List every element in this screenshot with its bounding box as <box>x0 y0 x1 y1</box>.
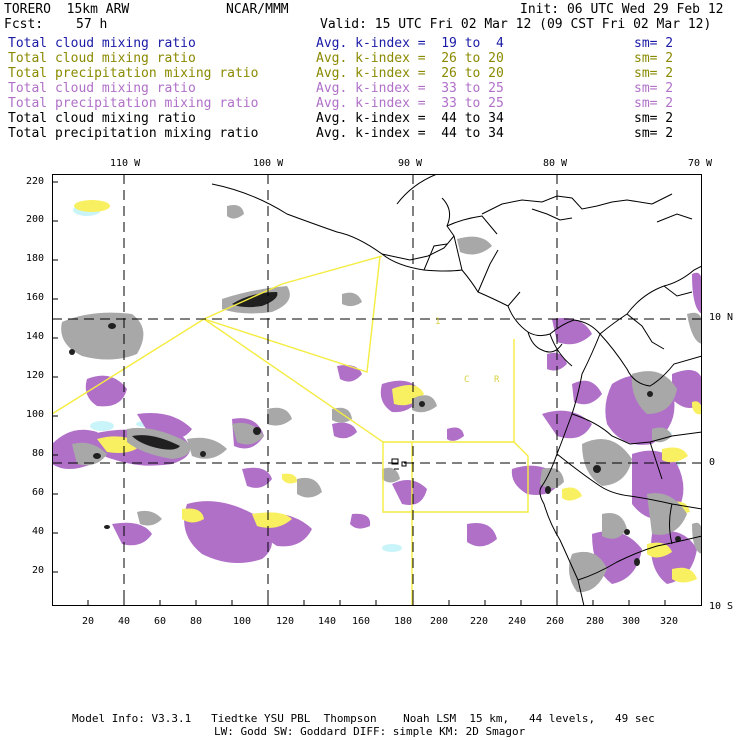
model-title: TORERO 15km ARW <box>4 2 130 17</box>
legend-kindex-4: Avg. k-index = 33 to 25 <box>316 96 504 111</box>
fcst-value: 57 h <box>76 17 108 32</box>
x-tick: 320 <box>660 616 679 627</box>
map-label-1: 1 <box>435 317 440 327</box>
legend-kindex-0: Avg. k-index = 19 to 4 <box>316 36 504 51</box>
lon-label-90w: 90 W <box>398 158 423 169</box>
lon-label-100w: 100 W <box>253 158 284 169</box>
y-tick: 220 <box>26 176 45 187</box>
valid-time: Valid: 15 UTC Fri 02 Mar 12 (09 CST Fri … <box>320 17 712 32</box>
x-tick: 20 <box>82 616 95 627</box>
y-tick: 60 <box>32 487 45 498</box>
legend-kindex-5: Avg. k-index = 44 to 34 <box>316 111 504 126</box>
legend-kindex-2: Avg. k-index = 26 to 20 <box>316 66 504 81</box>
x-tick: 40 <box>118 616 131 627</box>
boundary-lines <box>52 255 529 606</box>
y-tick: 120 <box>26 370 45 381</box>
x-tick: 80 <box>190 616 203 627</box>
forecast-map: 1 C R <box>52 174 702 606</box>
legend-kindex-6: Avg. k-index = 44 to 34 <box>316 126 504 141</box>
legend-field-5: Total cloud mixing ratio <box>8 111 196 126</box>
legend-sm-6: sm= 2 <box>634 126 674 141</box>
y-tick: 180 <box>26 253 45 264</box>
lat-label-10n: 10 N <box>709 312 734 323</box>
legend-field-0: Total cloud mixing ratio <box>8 36 196 51</box>
footer-model-info: Model Info: V3.3.1 Tiedtke YSU PBL Thomp… <box>72 712 655 725</box>
x-tick: 180 <box>394 616 413 627</box>
x-tick: 100 <box>233 616 252 627</box>
legend-field-3: Total cloud mixing ratio <box>8 81 196 96</box>
x-tick: 160 <box>352 616 371 627</box>
x-tick: 200 <box>430 616 449 627</box>
map-labels: 1 C R <box>435 317 500 385</box>
legend-field-1: Total cloud mixing ratio <box>8 51 196 66</box>
y-tick: 80 <box>32 448 45 459</box>
legend-field-2: Total precipitation mixing ratio <box>8 66 259 81</box>
x-tick: 60 <box>154 616 167 627</box>
legend-field-6: Total precipitation mixing ratio <box>8 126 259 141</box>
x-tick: 240 <box>508 616 527 627</box>
y-tick: 160 <box>26 292 45 303</box>
legend-kindex-3: Avg. k-index = 33 to 25 <box>316 81 504 96</box>
coastlines <box>211 174 702 606</box>
y-tick: 20 <box>32 565 45 576</box>
cloud-fields <box>52 200 702 593</box>
lat-label-0: 0 <box>709 457 716 468</box>
x-tick: 140 <box>318 616 337 627</box>
y-tick: 140 <box>26 331 45 342</box>
latlon-grid <box>52 174 702 606</box>
x-tick: 280 <box>586 616 605 627</box>
lon-label-70w: 70 W <box>688 158 713 169</box>
x-tick: 120 <box>276 616 295 627</box>
y-tick: 100 <box>26 409 45 420</box>
legend-sm-2: sm= 2 <box>634 66 674 81</box>
lat-label-10s: 10 S <box>709 601 734 612</box>
legend-sm-0: sm= 2 <box>634 36 674 51</box>
org-label: NCAR/MMM <box>226 2 289 17</box>
footer-physics-info: LW: Godd SW: Goddard DIFF: simple KM: 2D… <box>214 725 526 738</box>
init-time: Init: 06 UTC Wed 29 Feb 12 <box>520 2 724 17</box>
fcst-label: Fcst: <box>4 17 44 32</box>
x-tick: 260 <box>546 616 565 627</box>
legend-sm-5: sm= 2 <box>634 111 674 126</box>
legend-field-4: Total precipitation mixing ratio <box>8 96 259 111</box>
legend-sm-1: sm= 2 <box>634 51 674 66</box>
legend-sm-3: sm= 2 <box>634 81 674 96</box>
map-label-r: R <box>494 375 500 385</box>
lon-label-110w: 110 W <box>110 158 141 169</box>
y-tick: 40 <box>32 526 45 537</box>
lon-label-80w: 80 W <box>543 158 568 169</box>
legend-sm-4: sm= 2 <box>634 96 674 111</box>
y-tick: 200 <box>26 214 45 225</box>
x-tick: 300 <box>622 616 641 627</box>
map-label-c: C <box>464 375 469 385</box>
x-tick: 220 <box>470 616 489 627</box>
legend-kindex-1: Avg. k-index = 26 to 20 <box>316 51 504 66</box>
